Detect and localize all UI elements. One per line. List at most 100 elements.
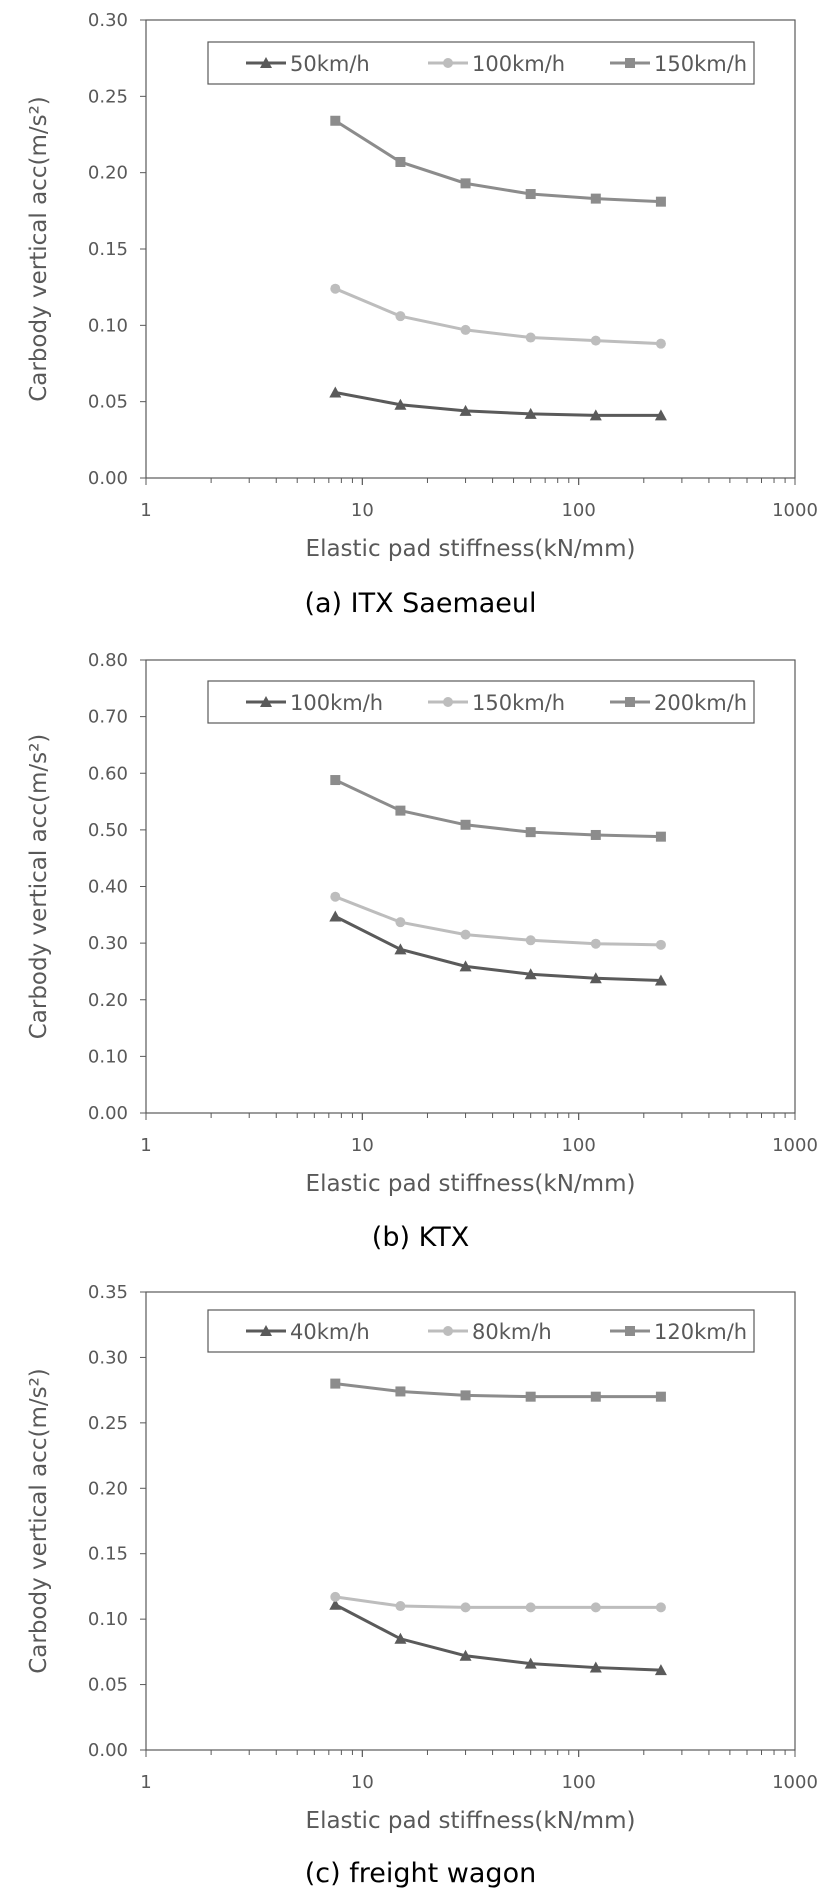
data-point-80km/h: [525, 1602, 536, 1613]
data-point-150km/h: [590, 193, 601, 204]
series-line-150km/h: [334, 119, 661, 204]
x-tick-label: 10: [351, 500, 374, 521]
series-line-200km/h: [334, 778, 661, 839]
data-point-120km/h: [330, 1378, 341, 1389]
data-point-100km/h: [589, 972, 602, 984]
data-point-200km/h: [460, 819, 471, 830]
legend-marker: [260, 57, 272, 68]
data-point-150km/h: [590, 938, 601, 949]
data-point-50km/h: [589, 409, 602, 421]
x-tick-label: 1000: [772, 1772, 818, 1793]
data-point-150km/h: [395, 156, 406, 167]
data-point-50km/h: [394, 398, 407, 410]
y-tick-label: 0.35: [88, 1282, 128, 1303]
chart-caption: (b) KTX: [372, 1222, 469, 1253]
series-line-100km/h: [334, 287, 661, 346]
data-point-100km/h: [525, 332, 536, 343]
data-point-100km/h: [395, 311, 406, 322]
data-point-150km/h: [525, 935, 536, 946]
legend-entry: 80km/h: [472, 1320, 552, 1344]
data-point-100km/h: [590, 335, 601, 346]
legend-marker: [260, 696, 272, 707]
data-point-150km/h: [655, 196, 666, 207]
data-point-200km/h: [330, 775, 341, 786]
legend-entry: 150km/h: [472, 691, 565, 715]
data-point-100km/h: [459, 960, 472, 972]
y-tick-label: 0.15: [88, 239, 128, 260]
y-axis-label: Carbody vertical acc(m/s²): [26, 96, 52, 402]
series-line-40km/h: [334, 1603, 661, 1672]
y-axis-label: Carbody vertical acc(m/s²): [26, 734, 52, 1040]
legend: [207, 680, 755, 724]
chart-ktx: 1 10 100 1000 0.00 0.10 0.20 0.30 0.40 0.50 0.60 0.…: [26, 650, 818, 1253]
x-tick-label: 100: [561, 500, 595, 521]
x-axis-label: Elastic pad stiffness(kN/mm): [306, 1808, 636, 1834]
chart-caption: (c) freight wagon: [305, 1858, 536, 1889]
y-tick-label: 0.30: [88, 1347, 128, 1368]
y-tick-label: 0.15: [88, 1544, 128, 1565]
data-point-100km/h: [460, 324, 471, 335]
x-tick-label: 10: [351, 1135, 374, 1156]
y-tick-label: 0.30: [88, 933, 128, 954]
y-tick-label: 0.60: [88, 763, 128, 784]
y-tick-label: 0.25: [88, 1413, 128, 1434]
plot-area: [145, 1291, 796, 1751]
legend-marker: [443, 58, 453, 68]
data-point-150km/h: [525, 189, 536, 200]
x-tick-label: 1: [140, 1135, 151, 1156]
data-point-100km/h: [394, 943, 407, 955]
data-point-120km/h: [655, 1391, 666, 1402]
data-point-100km/h: [330, 283, 341, 294]
y-axis-label: Carbody vertical acc(m/s²): [26, 1368, 52, 1674]
data-point-50km/h: [459, 404, 472, 416]
data-point-50km/h: [654, 409, 667, 421]
legend-marker: [625, 697, 635, 707]
x-tick-label: 100: [561, 1772, 595, 1793]
legend-marker: [625, 1326, 635, 1336]
x-axis-label: Elastic pad stiffness(kN/mm): [306, 536, 636, 562]
y-tick-label: 0.70: [88, 707, 128, 728]
data-point-100km/h: [524, 968, 537, 980]
data-point-100km/h: [329, 910, 342, 922]
legend-entry: 100km/h: [472, 52, 565, 76]
plot-area: [145, 659, 796, 1114]
x-tick-label: 1: [140, 1772, 151, 1793]
data-point-200km/h: [395, 805, 406, 816]
legend-marker: [443, 697, 453, 707]
data-point-200km/h: [525, 827, 536, 838]
data-point-150km/h: [330, 115, 341, 126]
data-point-80km/h: [590, 1602, 601, 1613]
data-point-40km/h: [524, 1657, 537, 1669]
data-point-50km/h: [524, 407, 537, 419]
legend: [207, 1309, 755, 1353]
data-point-100km/h: [654, 974, 667, 986]
x-tick-label: 1: [140, 500, 151, 521]
data-point-40km/h: [459, 1649, 472, 1661]
data-point-150km/h: [330, 891, 341, 902]
data-point-40km/h: [329, 1598, 342, 1610]
y-tick-label: 0.30: [88, 10, 128, 31]
data-point-120km/h: [395, 1386, 406, 1397]
x-tick-label: 100: [561, 1135, 595, 1156]
series-line-150km/h: [334, 895, 661, 947]
y-tick-label: 0.00: [88, 468, 128, 489]
data-point-200km/h: [590, 829, 601, 840]
series-line-120km/h: [335, 1382, 661, 1399]
data-point-120km/h: [590, 1391, 601, 1402]
data-point-50km/h: [329, 386, 342, 398]
data-point-120km/h: [460, 1390, 471, 1401]
chart-freight-wagon: 1 10 100 1000 0.00 0.05 0.10 0.15 0.20 0.25 0.30 0.…: [26, 1282, 818, 1889]
data-point-80km/h: [330, 1591, 341, 1602]
legend-entry: 200km/h: [654, 691, 747, 715]
y-tick-label: 0.00: [88, 1740, 128, 1761]
y-tick-label: 0.10: [88, 1609, 128, 1630]
y-tick-label: 0.50: [88, 820, 128, 841]
plot-area: [145, 19, 796, 479]
y-tick-label: 0.20: [88, 990, 128, 1011]
y-tick-label: 0.05: [88, 1675, 128, 1696]
x-tick-label: 1000: [772, 500, 818, 521]
legend-marker: [260, 1325, 272, 1336]
data-point-40km/h: [394, 1632, 407, 1644]
y-tick-label: 0.80: [88, 650, 128, 671]
